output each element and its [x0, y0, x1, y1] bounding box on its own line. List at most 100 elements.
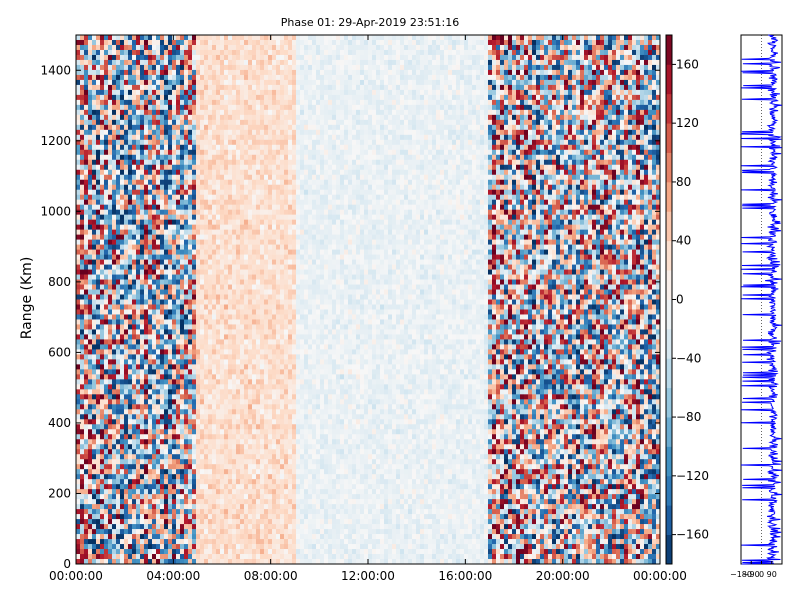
heatmap-cell [104, 69, 109, 76]
heatmap-cell [184, 339, 189, 345]
heatmap-cell [232, 389, 237, 395]
heatmap-cell [156, 554, 161, 560]
heatmap-cell [260, 344, 265, 350]
heatmap-cell [152, 204, 157, 210]
heatmap-cell [168, 209, 173, 215]
heatmap-cell [92, 264, 97, 270]
heatmap-cell [192, 459, 197, 465]
heatmap-cell [144, 424, 149, 430]
heatmap-cell [100, 464, 105, 470]
heatmap-cell [156, 179, 161, 186]
heatmap-cell [76, 454, 81, 460]
heatmap-cell [252, 359, 257, 365]
heatmap-cell [224, 369, 229, 375]
heatmap-cell [120, 449, 125, 455]
heatmap-cell [252, 499, 257, 505]
heatmap-cell [100, 364, 105, 370]
heatmap-cell [196, 294, 201, 300]
heatmap-cell [188, 394, 193, 400]
heatmap-cell [140, 164, 145, 171]
heatmap-cell [84, 529, 89, 535]
heatmap-cell [96, 534, 101, 540]
heatmap-cell [260, 159, 265, 166]
heatmap-cell [260, 534, 265, 540]
heatmap-cell [92, 384, 97, 390]
heatmap-cell [136, 319, 141, 325]
heatmap-cell [124, 389, 129, 395]
heatmap-cell [140, 479, 145, 485]
heatmap-cell [192, 444, 197, 450]
heatmap-cell [140, 329, 145, 335]
heatmap-cell [188, 89, 193, 96]
heatmap-cell [232, 319, 237, 325]
heatmap-cell [216, 364, 221, 370]
heatmap-cell [80, 234, 85, 240]
heatmap-cell [144, 249, 149, 255]
heatmap-cell [120, 499, 125, 505]
heatmap-cell [116, 454, 121, 460]
heatmap-cell [228, 384, 233, 390]
heatmap-cell [144, 144, 149, 151]
heatmap-cell [212, 349, 217, 355]
heatmap-cell [120, 524, 125, 530]
heatmap-cell [120, 479, 125, 485]
heatmap-cell [192, 439, 197, 445]
heatmap-cell [192, 124, 197, 131]
heatmap-cell [136, 99, 141, 106]
heatmap-cell [172, 159, 177, 166]
heatmap-cell [236, 119, 241, 126]
heatmap-cell [248, 169, 253, 176]
heatmap-cell [124, 74, 129, 81]
heatmap-cell [172, 404, 177, 410]
heatmap-cell [192, 504, 197, 510]
heatmap-cell [120, 389, 125, 395]
heatmap-cell [200, 494, 205, 500]
heatmap-cell [96, 159, 101, 166]
heatmap-cell [252, 54, 257, 61]
heatmap-cell [172, 309, 177, 315]
heatmap-cell [216, 549, 221, 555]
heatmap-cell [224, 239, 229, 245]
heatmap-cell [164, 369, 169, 375]
heatmap-cell [212, 179, 217, 186]
heatmap-cell [216, 59, 221, 66]
heatmap-cell [244, 524, 249, 530]
heatmap-cell [100, 124, 105, 131]
heatmap-cell [208, 109, 213, 116]
heatmap-cell [152, 179, 157, 186]
heatmap-cell [180, 224, 185, 230]
heatmap-cell [240, 514, 245, 520]
heatmap-cell [140, 194, 145, 200]
heatmap-cell [180, 459, 185, 465]
heatmap-cell [180, 99, 185, 106]
heatmap-cell [96, 99, 101, 106]
heatmap-cell [256, 409, 261, 415]
heatmap-cell [92, 119, 97, 126]
heatmap-cell [196, 179, 201, 186]
heatmap-cell [220, 184, 225, 191]
heatmap-cell [84, 319, 89, 325]
heatmap-cell [196, 109, 201, 116]
heatmap-cell [104, 154, 109, 161]
heatmap-cell [236, 369, 241, 375]
heatmap-cell [160, 244, 165, 250]
heatmap-cell [136, 309, 141, 315]
heatmap-cell [140, 134, 145, 141]
heatmap-cell [196, 359, 201, 365]
heatmap-cell [260, 134, 265, 141]
heatmap-cell [252, 249, 257, 255]
heatmap-cell [184, 414, 189, 420]
heatmap-cell [80, 54, 85, 61]
heatmap-cell [112, 204, 117, 210]
heatmap-cell [184, 209, 189, 215]
heatmap-cell [152, 224, 157, 230]
heatmap-cell [160, 94, 165, 101]
heatmap-cell [188, 409, 193, 415]
heatmap-cell [260, 414, 265, 420]
heatmap-cell [144, 94, 149, 101]
heatmap-cell [92, 44, 97, 51]
heatmap-cell [116, 104, 121, 111]
heatmap-cell [160, 454, 165, 460]
heatmap-cell [100, 249, 105, 255]
heatmap-cell [80, 139, 85, 146]
